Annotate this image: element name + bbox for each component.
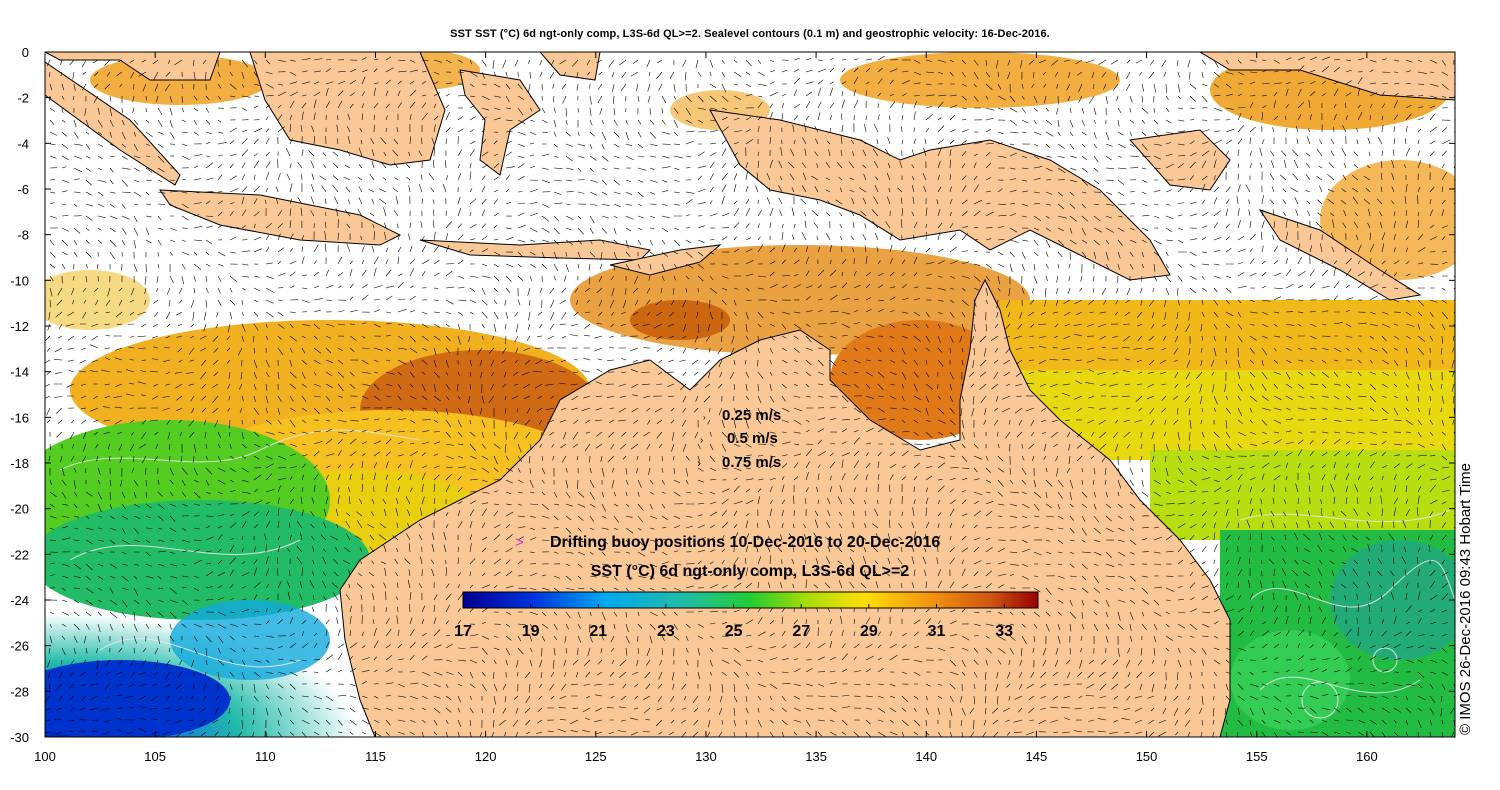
bismarck-land: [1129, 129, 1231, 191]
y-tick-label: -14: [10, 365, 29, 380]
x-tick-label: 110: [255, 749, 276, 764]
sealevel-contours: [59, 429, 1455, 719]
colorbar: SST (°C) 6d ngt-only comp, L3S-6d QL>=2 …: [454, 563, 1039, 640]
y-tick-label: -2: [17, 91, 29, 106]
x-tick-label: 130: [695, 749, 717, 764]
y-tick-label: -28: [10, 684, 29, 699]
arrow-small-icon: ›: [703, 413, 706, 422]
x-tick-label: 150: [1136, 749, 1158, 764]
x-tick-label: 145: [1026, 749, 1048, 764]
australia-land: [339, 278, 1231, 737]
colorbar-title: SST (°C) 6d ngt-only comp, L3S-6d QL>=2: [591, 563, 910, 580]
x-tick-label: 125: [585, 749, 607, 764]
y-tick-label: -22: [10, 547, 29, 562]
colorbar-tick-label: 27: [792, 623, 810, 640]
y-tick-label: -24: [10, 593, 29, 608]
map-title: SST SST (°C) 6d ngt-only comp, L3S-6d QL…: [450, 28, 1050, 40]
x-tick-label: 105: [144, 749, 166, 764]
colorbar-tick-label: 33: [995, 623, 1013, 640]
velocity-legend: › › › 0.25 m/s 0.5 m/s 0.75 m/s: [697, 407, 781, 471]
y-tick-label: -26: [10, 639, 29, 654]
colorbar-tick-label: 23: [657, 623, 675, 640]
x-tick-label: 160: [1356, 749, 1378, 764]
plot-frame: [44, 51, 1456, 738]
java-land: [159, 189, 402, 246]
micronesia-land: [1199, 52, 1455, 101]
velocity-label-05: 0.5 m/s: [727, 430, 778, 447]
colorbar-tick-label: 25: [725, 623, 743, 640]
velocity-arrows: [45, 55, 1455, 737]
y-tick-label: 0: [22, 45, 29, 60]
sulawesi-land: [459, 69, 541, 176]
x-axis: 100 105 110 115 120 125 130 135 140 145 150 155 160: [34, 52, 1378, 764]
velocity-label-025: 0.25 m/s: [722, 407, 781, 424]
colorbar-tick-label: 29: [860, 623, 878, 640]
x-tick-label: 100: [34, 749, 56, 764]
credit-text: © IMOS 26-Dec-2016 09:43 Hobart Time: [1457, 462, 1474, 735]
y-tick-label: -30: [10, 730, 29, 745]
y-tick-label: -8: [17, 228, 29, 243]
y-tick-label: -6: [17, 182, 29, 197]
sumatra-land: [45, 61, 181, 186]
arrow-medium-icon: ›: [700, 435, 703, 446]
velocity-arrow-field: [45, 55, 1455, 737]
colorbar-tick-label: 19: [522, 623, 540, 640]
x-tick-label: 155: [1246, 749, 1268, 764]
mindanao-land: [539, 52, 601, 81]
land: [45, 52, 1455, 737]
timor-land: [609, 244, 722, 276]
colorbar-tick-label: 17: [454, 623, 472, 640]
y-tick-label: -4: [17, 136, 29, 151]
x-tick-label: 140: [915, 749, 937, 764]
x-tick-label: 135: [805, 749, 827, 764]
arrow-large-icon: ›: [697, 456, 701, 470]
borneo-land: [249, 52, 446, 166]
colorbar-tick-label: 31: [928, 623, 946, 640]
y-tick-label: -16: [10, 410, 29, 425]
malay-peninsula-land: [45, 52, 221, 81]
y-tick-label: -20: [10, 502, 29, 517]
y-tick-label: -12: [10, 319, 29, 334]
velocity-label-075: 0.75 m/s: [722, 454, 781, 471]
x-tick-label: 115: [365, 749, 386, 764]
y-tick-label: -10: [10, 273, 29, 288]
buoy-legend: > Drifting buoy positions 10-Dec-2016 to…: [515, 534, 940, 551]
buoy-marker-icon: >: [515, 534, 524, 551]
colorbar-tick-label: 21: [589, 623, 607, 640]
buoy-legend-label: Drifting buoy positions 10-Dec-2016 to 2…: [550, 534, 940, 551]
y-tick-label: -18: [10, 456, 29, 471]
colorbar-gradient: [462, 591, 1039, 609]
solomon-land: [1258, 209, 1422, 301]
x-tick-label: 120: [475, 749, 497, 764]
y-axis: 0 -2 -4 -6 -8 -10 -12 -14 -16 -18 -20 -22 -24 -26 -28 -…: [10, 45, 1455, 745]
